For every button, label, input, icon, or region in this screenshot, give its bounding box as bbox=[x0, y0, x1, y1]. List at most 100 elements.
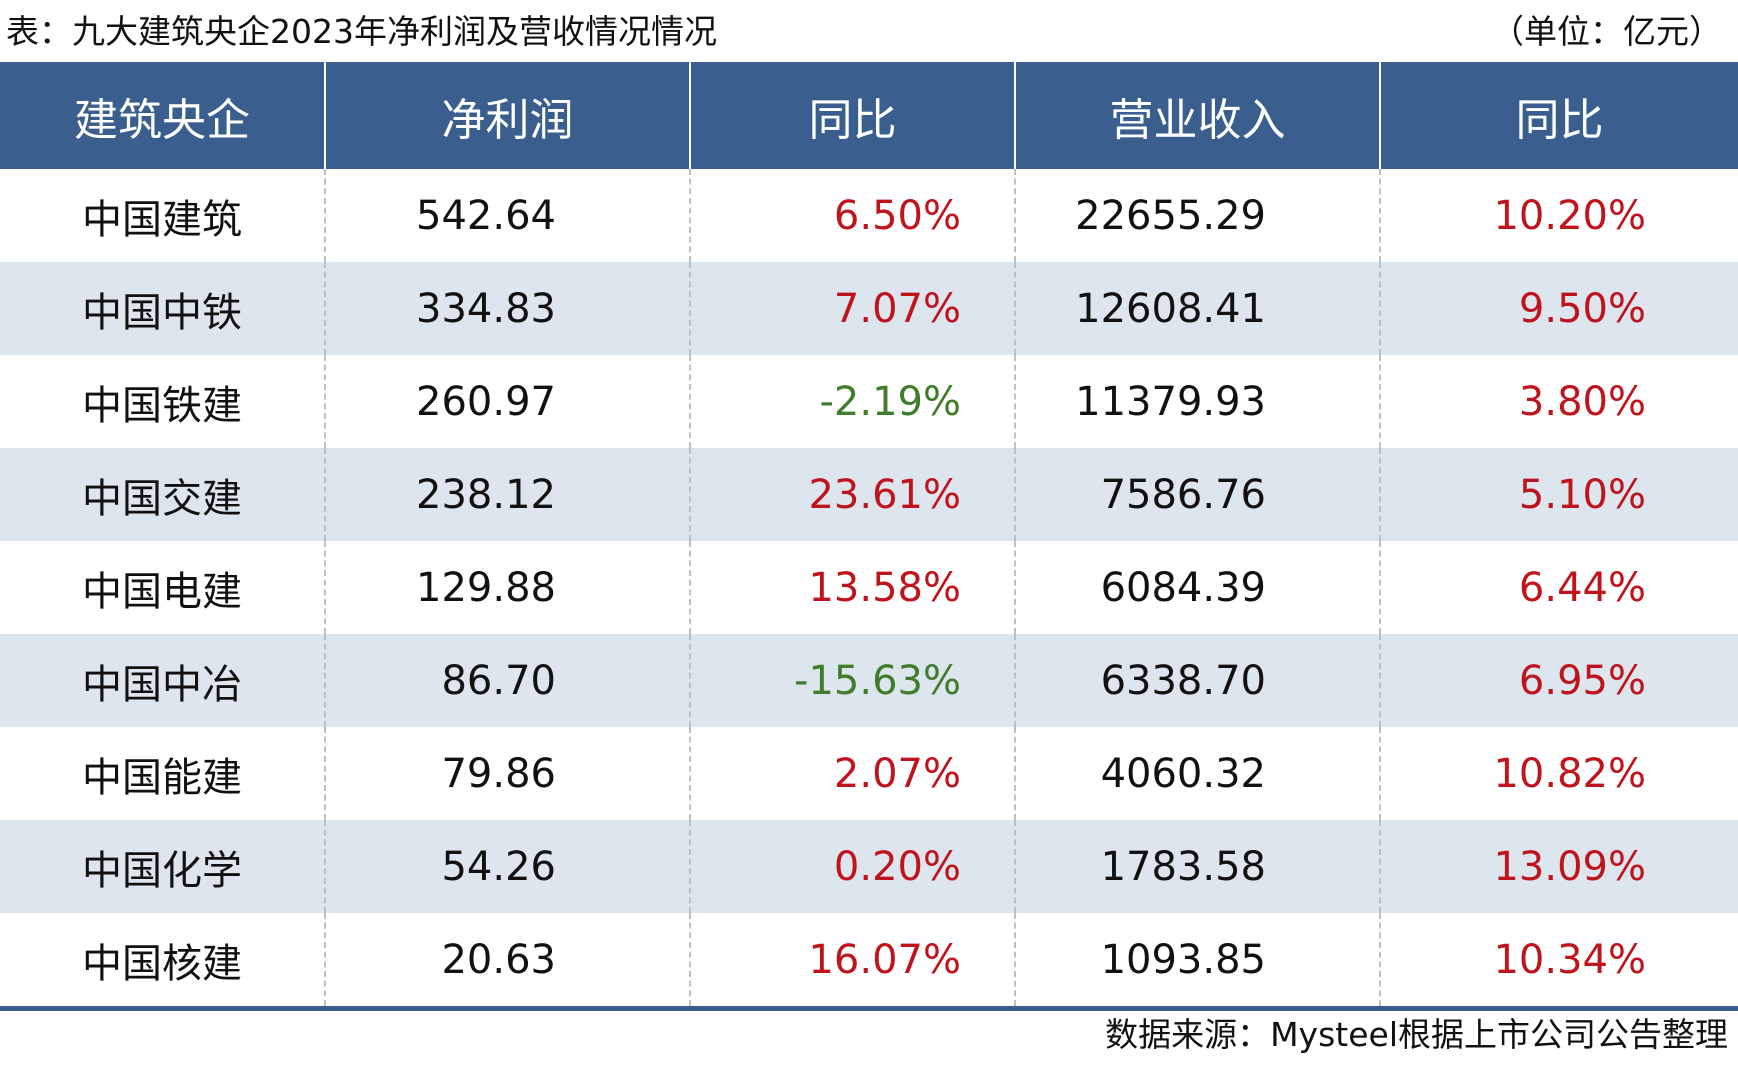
table-row: 中国交建 238.12 23.61% 7586.76 5.10% bbox=[0, 448, 1738, 541]
net-profit-cell-value: 334.83 bbox=[416, 285, 556, 332]
revenue-cell: 22655.29 bbox=[1014, 169, 1380, 262]
revenue-yoy-cell-value: 9.50% bbox=[1518, 285, 1646, 332]
revenue-yoy-cell: 13.09% bbox=[1379, 820, 1738, 913]
profit-yoy-cell: 13.58% bbox=[689, 541, 1015, 634]
net-profit-cell: 238.12 bbox=[324, 448, 690, 541]
data-table: 建筑央企 净利润 同比 营业收入 同比 中国建筑 542.64 6.50% 22655… bbox=[0, 62, 1738, 1011]
revenue-cell-value: 22655.29 bbox=[1075, 192, 1266, 239]
company-cell: 中国交建 bbox=[0, 448, 325, 541]
profit-yoy-cell: 0.20% bbox=[689, 820, 1015, 913]
profit-yoy-cell: -15.63% bbox=[689, 634, 1015, 727]
table-title: 表：九大建筑央企2023年净利润及营收情况情况 bbox=[6, 12, 717, 51]
revenue-cell-value: 12608.41 bbox=[1075, 285, 1266, 332]
profit-yoy-cell-value: -15.63% bbox=[794, 657, 961, 704]
company-cell: 中国核建 bbox=[0, 913, 325, 1011]
revenue-cell: 11379.93 bbox=[1014, 355, 1380, 448]
company-cell: 中国中冶 bbox=[0, 634, 325, 727]
revenue-yoy-cell-value: 13.09% bbox=[1493, 843, 1646, 890]
net-profit-cell-value: 20.63 bbox=[441, 936, 556, 983]
table-body: 中国建筑 542.64 6.50% 22655.29 10.20% 中国中铁 334.83 7… bbox=[0, 169, 1738, 1011]
revenue-cell-value: 4060.32 bbox=[1100, 750, 1266, 797]
revenue-yoy-cell: 10.20% bbox=[1379, 169, 1738, 262]
profit-yoy-cell: 2.07% bbox=[689, 727, 1015, 820]
revenue-yoy-cell: 9.50% bbox=[1379, 262, 1738, 355]
revenue-cell-value: 11379.93 bbox=[1075, 378, 1266, 425]
revenue-cell-value: 6338.70 bbox=[1100, 657, 1266, 704]
net-profit-cell-value: 260.97 bbox=[416, 378, 556, 425]
table-row: 中国中冶 86.70 -15.63% 6338.70 6.95% bbox=[0, 634, 1738, 727]
table-row: 中国核建 20.63 16.07% 1093.85 10.34% bbox=[0, 913, 1738, 1011]
table-row: 中国铁建 260.97 -2.19% 11379.93 3.80% bbox=[0, 355, 1738, 448]
revenue-cell: 12608.41 bbox=[1014, 262, 1380, 355]
profit-yoy-cell: 23.61% bbox=[689, 448, 1015, 541]
net-profit-cell-value: 54.26 bbox=[441, 843, 556, 890]
revenue-yoy-cell: 6.95% bbox=[1379, 634, 1738, 727]
column-header-profit-yoy: 同比 bbox=[689, 62, 1015, 169]
revenue-yoy-cell-value: 5.10% bbox=[1518, 471, 1646, 518]
profit-yoy-cell: 16.07% bbox=[689, 913, 1015, 1011]
net-profit-cell-value: 238.12 bbox=[416, 471, 556, 518]
net-profit-cell: 54.26 bbox=[324, 820, 690, 913]
net-profit-cell-value: 542.64 bbox=[416, 192, 556, 239]
revenue-yoy-cell-value: 10.34% bbox=[1493, 936, 1646, 983]
revenue-yoy-cell: 3.80% bbox=[1379, 355, 1738, 448]
company-cell: 中国电建 bbox=[82, 568, 242, 615]
column-header-company: 建筑央企 bbox=[0, 62, 325, 169]
revenue-yoy-cell: 6.44% bbox=[1379, 541, 1738, 634]
net-profit-cell: 79.86 bbox=[324, 727, 690, 820]
net-profit-cell: 86.70 bbox=[324, 634, 690, 727]
net-profit-cell: 260.97 bbox=[324, 355, 690, 448]
net-profit-cell-value: 129.88 bbox=[416, 564, 556, 611]
profit-yoy-cell: 7.07% bbox=[689, 262, 1015, 355]
net-profit-cell: 542.64 bbox=[324, 169, 690, 262]
revenue-yoy-cell: 5.10% bbox=[1379, 448, 1738, 541]
profit-yoy-cell: -2.19% bbox=[689, 355, 1015, 448]
column-header-revenue: 营业收入 bbox=[1014, 62, 1380, 169]
table-row: 中国电建 129.88 13.58% 6084.39 6.44% bbox=[0, 541, 1738, 634]
revenue-yoy-cell-value: 10.82% bbox=[1493, 750, 1646, 797]
revenue-yoy-cell-value: 10.20% bbox=[1493, 192, 1646, 239]
profit-yoy-cell-value: 7.07% bbox=[833, 285, 961, 332]
revenue-cell-value: 1093.85 bbox=[1100, 936, 1266, 983]
profit-yoy-cell-value: 23.61% bbox=[808, 471, 961, 518]
profit-yoy-cell-value: 2.07% bbox=[833, 750, 961, 797]
column-header-net-profit: 净利润 bbox=[324, 62, 690, 169]
table-row: 中国中铁 334.83 7.07% 12608.41 9.50% bbox=[0, 262, 1738, 355]
revenue-cell: 1783.58 bbox=[1014, 820, 1380, 913]
company-cell: 中国铁建 bbox=[82, 382, 242, 429]
net-profit-cell-value: 86.70 bbox=[441, 657, 556, 704]
revenue-cell: 1093.85 bbox=[1014, 913, 1380, 1011]
company-cell: 中国建筑 bbox=[82, 196, 242, 243]
table-row: 中国建筑 542.64 6.50% 22655.29 10.20% bbox=[0, 169, 1738, 262]
source-note: 数据来源：Mysteel根据上市公司公告整理 bbox=[1105, 1015, 1728, 1054]
unit-note: （单位：亿元） bbox=[1491, 12, 1722, 51]
revenue-cell-value: 6084.39 bbox=[1100, 564, 1266, 611]
company-cell: 中国能建 bbox=[82, 754, 242, 801]
profit-yoy-cell-value: -2.19% bbox=[819, 378, 961, 425]
profit-yoy-cell: 6.50% bbox=[689, 169, 1015, 262]
profit-yoy-cell-value: 13.58% bbox=[808, 564, 961, 611]
net-profit-cell: 129.88 bbox=[324, 541, 690, 634]
revenue-cell: 4060.32 bbox=[1014, 727, 1380, 820]
revenue-yoy-cell: 10.34% bbox=[1379, 913, 1738, 1011]
net-profit-cell: 20.63 bbox=[324, 913, 690, 1011]
header-row: 建筑央企 净利润 同比 营业收入 同比 bbox=[0, 62, 1738, 169]
revenue-yoy-cell-value: 6.95% bbox=[1518, 657, 1646, 704]
company-cell: 中国中铁 bbox=[0, 262, 325, 355]
revenue-cell: 6338.70 bbox=[1014, 634, 1380, 727]
profit-yoy-cell-value: 16.07% bbox=[808, 936, 961, 983]
net-profit-cell: 334.83 bbox=[324, 262, 690, 355]
profit-yoy-cell-value: 6.50% bbox=[833, 192, 961, 239]
table-row: 中国能建 79.86 2.07% 4060.32 10.82% bbox=[0, 727, 1738, 820]
table-row: 中国化学 54.26 0.20% 1783.58 13.09% bbox=[0, 820, 1738, 913]
column-header-revenue-yoy: 同比 bbox=[1379, 62, 1738, 169]
revenue-yoy-cell-value: 3.80% bbox=[1518, 378, 1646, 425]
revenue-cell-value: 1783.58 bbox=[1100, 843, 1266, 890]
company-cell: 中国化学 bbox=[0, 820, 325, 913]
net-profit-cell-value: 79.86 bbox=[441, 750, 556, 797]
revenue-cell-value: 7586.76 bbox=[1100, 471, 1266, 518]
revenue-yoy-cell: 10.82% bbox=[1379, 727, 1738, 820]
profit-yoy-cell-value: 0.20% bbox=[833, 843, 961, 890]
revenue-cell: 7586.76 bbox=[1014, 448, 1380, 541]
